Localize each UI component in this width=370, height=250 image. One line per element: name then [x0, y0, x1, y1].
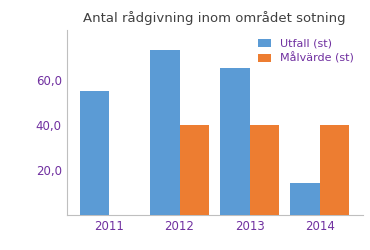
Bar [150, 50, 179, 215]
Title: Antal rådgivning inom området sotning: Antal rådgivning inom området sotning [83, 11, 346, 25]
Bar [320, 125, 349, 215]
Bar [250, 125, 279, 215]
Bar [80, 91, 110, 215]
Bar [290, 184, 320, 215]
Legend: Utfall (st), Målvärde (st): Utfall (st), Målvärde (st) [254, 36, 357, 67]
Bar [220, 68, 250, 215]
Bar [179, 125, 209, 215]
